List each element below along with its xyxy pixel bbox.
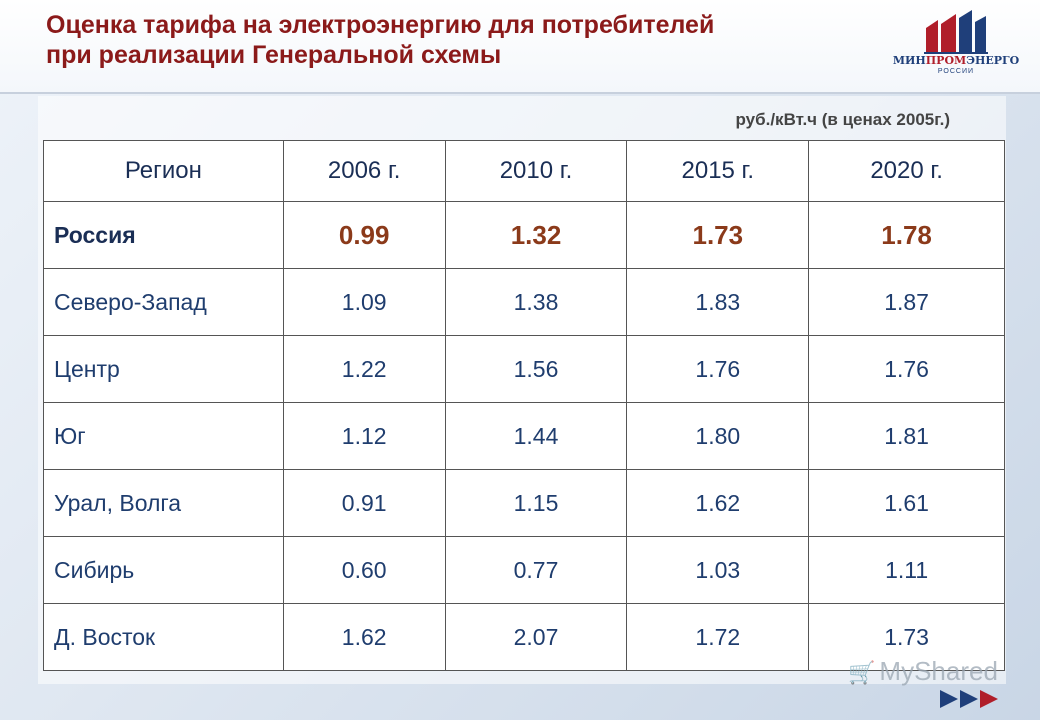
value-cell: 1.73 <box>626 201 810 269</box>
value-cell: 1.62 <box>282 603 446 671</box>
slide-title: Оценка тарифа на электроэнергию для потр… <box>46 10 714 70</box>
cart-icon: 🛒 <box>848 660 876 685</box>
column-header-2020: 2020 г. <box>808 140 1005 202</box>
table-row: Северо-Запад 1.09 1.38 1.83 1.87 <box>43 268 1005 336</box>
region-cell: Урал, Волга <box>43 469 284 537</box>
slide-header: Оценка тарифа на электроэнергию для потр… <box>0 0 1040 94</box>
column-header-2006: 2006 г. <box>282 140 446 202</box>
value-cell: 1.73 <box>808 603 1005 671</box>
column-header-region: Регион <box>43 140 284 202</box>
value-cell: 1.12 <box>282 402 446 470</box>
watermark-text: MyShared <box>879 656 998 686</box>
watermark: 🛒 MyShared <box>848 656 998 687</box>
value-cell: 1.11 <box>808 536 1005 604</box>
logo-subtitle: РОССИИ <box>937 68 975 75</box>
tariff-table: Регион 2006 г. 2010 г. 2015 г. 2020 г. Р… <box>43 140 1005 671</box>
value-cell: 1.32 <box>444 201 628 269</box>
value-cell: 1.15 <box>444 469 628 537</box>
table-row: Урал, Волга 0.91 1.15 1.62 1.61 <box>43 469 1005 537</box>
ministry-logo: МИНПРОМЭНЕРГО РОССИИ <box>886 8 1026 80</box>
value-cell: 1.09 <box>282 268 446 336</box>
region-cell: Д. Восток <box>43 603 284 671</box>
value-cell: 1.56 <box>444 335 628 403</box>
table-row: Юг 1.12 1.44 1.80 1.81 <box>43 402 1005 470</box>
table-row: Центр 1.22 1.56 1.76 1.76 <box>43 335 1005 403</box>
table-row-russia: Россия 0.99 1.32 1.73 1.78 <box>43 201 1005 269</box>
logo-wordmark: МИНПРОМЭНЕРГО <box>892 54 1020 67</box>
region-cell: Сибирь <box>43 536 284 604</box>
building-columns-icon <box>924 10 988 54</box>
value-cell: 0.99 <box>282 201 446 269</box>
title-line-1: Оценка тарифа на электроэнергию для потр… <box>46 11 715 39</box>
column-header-2010: 2010 г. <box>444 140 628 202</box>
value-cell: 1.76 <box>808 335 1005 403</box>
value-cell: 2.07 <box>444 603 628 671</box>
value-cell: 1.87 <box>808 268 1005 336</box>
value-cell: 0.91 <box>282 469 446 537</box>
value-cell: 1.76 <box>626 335 810 403</box>
table-row: Сибирь 0.60 0.77 1.03 1.11 <box>43 536 1005 604</box>
region-cell: Юг <box>43 402 284 470</box>
value-cell: 1.78 <box>808 201 1005 269</box>
next-slide-arrows-icon[interactable] <box>940 688 1004 710</box>
title-line-2: при реализации Генеральной схемы <box>46 41 502 69</box>
value-cell: 0.60 <box>282 536 446 604</box>
value-cell: 1.03 <box>626 536 810 604</box>
value-cell: 1.81 <box>808 402 1005 470</box>
region-cell: Россия <box>43 201 284 269</box>
unit-label: руб./кВт.ч (в ценах 2005г.) <box>735 110 951 129</box>
value-cell: 1.72 <box>626 603 810 671</box>
value-cell: 0.77 <box>444 536 628 604</box>
table-header-row: Регион 2006 г. 2010 г. 2015 г. 2020 г. <box>43 140 1005 202</box>
value-cell: 1.38 <box>444 268 628 336</box>
value-cell: 1.44 <box>444 402 628 470</box>
region-cell: Северо-Запад <box>43 268 284 336</box>
value-cell: 1.83 <box>626 268 810 336</box>
value-cell: 1.80 <box>626 402 810 470</box>
table-row: Д. Восток 1.62 2.07 1.72 1.73 <box>43 603 1005 671</box>
value-cell: 1.61 <box>808 469 1005 537</box>
value-cell: 1.62 <box>626 469 810 537</box>
region-cell: Центр <box>43 335 284 403</box>
value-cell: 1.22 <box>282 335 446 403</box>
column-header-2015: 2015 г. <box>626 140 810 202</box>
